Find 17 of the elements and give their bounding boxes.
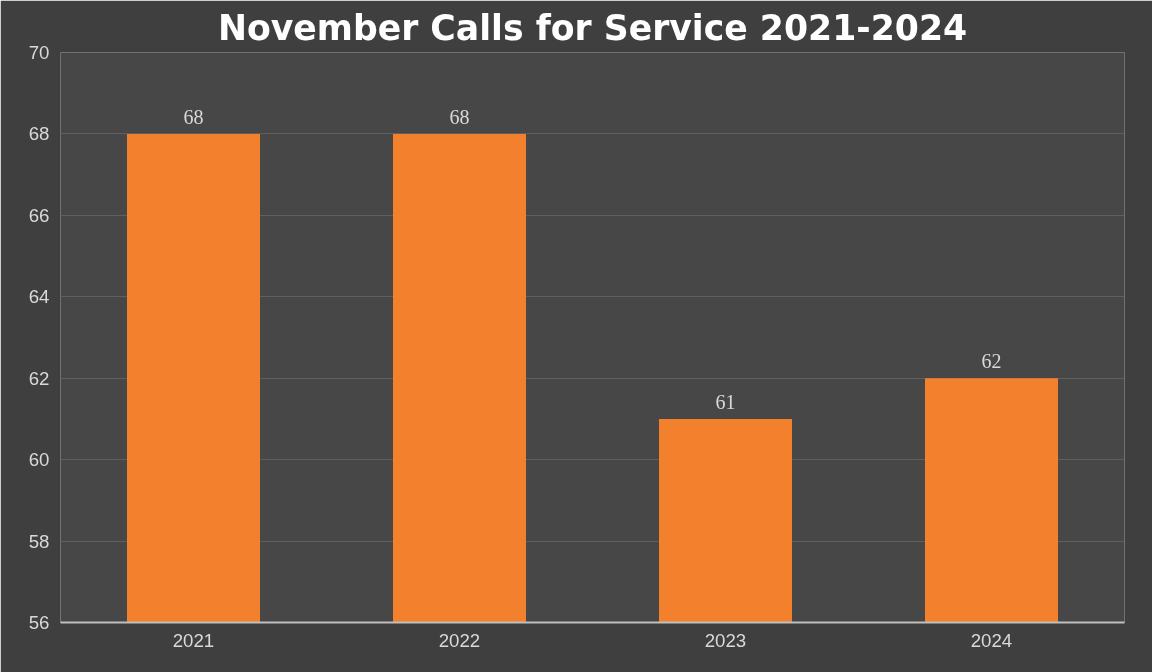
y-tick-label: 66 [28, 204, 50, 226]
y-tick-label: 62 [28, 367, 50, 389]
x-tick-label: 2023 [704, 629, 747, 651]
x-tick-label: 2022 [438, 629, 481, 651]
y-tick-label: 60 [28, 449, 50, 471]
data-label: 62 [981, 350, 1002, 373]
y-tick-label: 56 [28, 612, 50, 633]
y-tick-label: 68 [28, 123, 50, 145]
y-tick-label: 64 [28, 286, 50, 308]
x-tick-label: 2024 [970, 629, 1013, 651]
x-tick-label: 2021 [172, 629, 215, 651]
y-tick-label: 70 [28, 42, 50, 63]
y-tick-label: 58 [28, 530, 50, 552]
data-label: 61 [715, 390, 736, 413]
data-label: 68 [449, 105, 470, 128]
chart-title: November Calls for Service 2021-2024 [217, 7, 968, 48]
data-label: 68 [183, 105, 204, 128]
